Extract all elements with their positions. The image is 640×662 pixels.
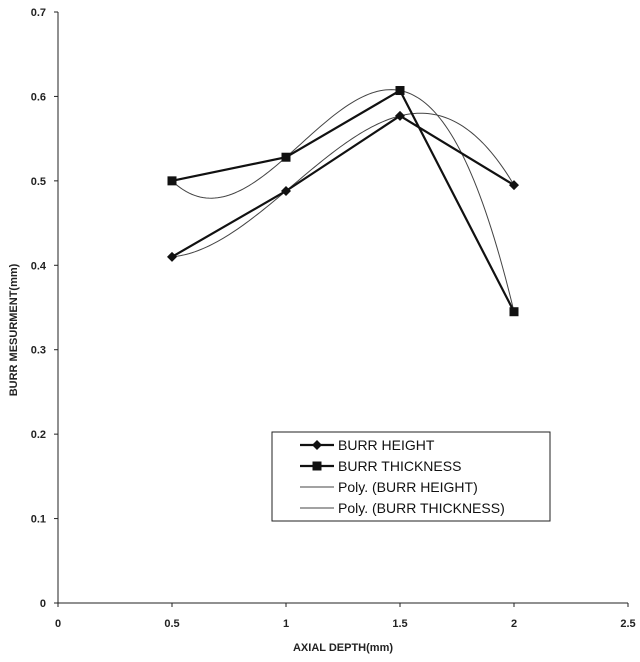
series-lines: [167, 86, 519, 317]
x-tick-labels: 0 0.5 1 1.5 2 2.5: [55, 618, 636, 630]
x-tick-label: 2: [511, 618, 517, 630]
legend: BURR HEIGHT BURR THICKNESS Poly. (BURR HEI…: [271, 431, 551, 522]
legend-item-poly-thickness: Poly. (BURR THICKNESS): [300, 500, 505, 516]
y-tick-label: 0.5: [31, 176, 46, 188]
legend-item-poly-height: Poly. (BURR HEIGHT): [300, 479, 478, 495]
legend-label: Poly. (BURR HEIGHT): [338, 479, 478, 495]
y-tick-label: 0.7: [31, 7, 46, 19]
y-tick-label: 0: [40, 598, 46, 610]
point-thickness: [509, 307, 519, 317]
legend-item-burr-thickness: BURR THICKNESS: [300, 458, 461, 474]
series-line-height: [171, 114, 515, 258]
x-tick-label: 0: [55, 618, 61, 630]
point-thickness: [281, 152, 291, 162]
axes: [54, 11, 629, 607]
y-tick-label: 0.1: [31, 514, 46, 526]
legend-label: Poly. (BURR THICKNESS): [338, 500, 505, 516]
x-tick-label: 1: [283, 618, 289, 630]
point-height: [281, 185, 291, 196]
trendlines: [171, 89, 515, 312]
point-thickness: [395, 86, 405, 96]
y-tick-labels: 0 0.1 0.2 0.3 0.4 0.5 0.6 0.7: [31, 7, 47, 610]
y-tick-label: 0.2: [31, 429, 46, 441]
legend-label: BURR HEIGHT: [338, 437, 435, 453]
y-tick-label: 0.4: [31, 260, 47, 272]
trendline-height: [171, 112, 515, 258]
y-tick-label: 0.6: [31, 91, 46, 103]
point-thickness: [167, 176, 177, 186]
legend-marker-square: [312, 461, 322, 471]
point-height: [395, 110, 405, 121]
point-height: [167, 251, 177, 262]
trendline-thickness: [171, 89, 515, 312]
series-line-thickness: [171, 88, 515, 313]
y-tick-label: 0.3: [31, 345, 46, 357]
point-height: [509, 180, 519, 191]
legend-item-burr-height: BURR HEIGHT: [300, 437, 435, 453]
x-tick-label: 1.5: [392, 618, 407, 630]
x-axis-title: AXIAL DEPTH(mm): [293, 642, 393, 654]
x-tick-label: 2.5: [620, 618, 635, 630]
y-axis-title: BURR MESURMENT(mm): [8, 263, 20, 396]
x-tick-label: 0.5: [164, 618, 179, 630]
legend-marker-diamond: [312, 440, 322, 450]
legend-label: BURR THICKNESS: [338, 458, 461, 474]
